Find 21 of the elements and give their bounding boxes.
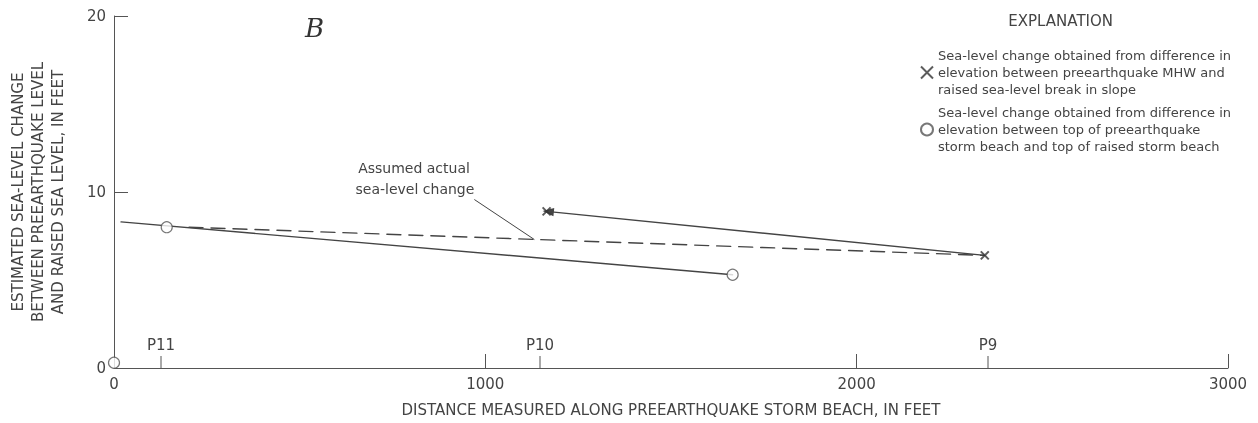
x-axis-title: DISTANCE MEASURED ALONG PREEARTHQUAKE STORM BEACH, IN FEET [401,400,942,419]
point [726,268,739,281]
y-axis-title: ESTIMATED SEA-LEVEL CHANGE BETWEEN PREEARTHQUAKE LEVEL AND RAISED SEA LEVEL, IN FEET [9,61,67,323]
legend-label: Sea-level change obtained from difference in elevation between preearthquake MHW and raised sea-level break in slope [938,48,1236,97]
point [160,221,173,234]
annotation: P9 [978,335,998,354]
legend-title: EXPLANATION [1008,11,1114,30]
point [979,250,990,261]
x-tick-label: 0 [109,374,119,393]
legend-label: Sea-level change obtained from difference in elevation between top of preearthquake storm beach and top of raised storm beach [938,105,1236,154]
x-tick-label: 2000 [837,374,876,393]
y-tick-label: 0 [96,359,106,377]
annotation: Assumed actual sea-level change [355,160,475,198]
y-tick-label: 10 [86,183,106,201]
annotation: P11 [146,335,176,354]
x-tick-label: 1000 [466,374,505,393]
point [107,356,121,369]
x-tick-label: 3000 [1208,374,1248,393]
annotation: P10 [525,335,555,354]
y-tick-label: 20 [86,7,106,25]
chart-title: B [304,13,325,43]
